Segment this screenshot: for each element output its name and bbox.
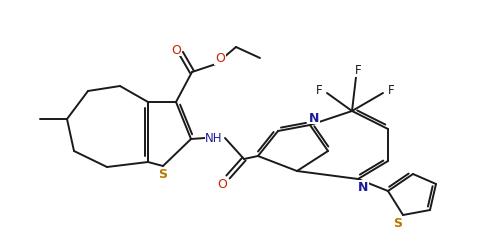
Text: N: N: [358, 181, 368, 194]
Text: O: O: [217, 178, 227, 191]
Text: S: S: [159, 168, 168, 181]
Text: NH: NH: [205, 132, 223, 145]
Text: N: N: [309, 111, 319, 124]
Text: F: F: [316, 84, 322, 97]
Text: O: O: [171, 43, 181, 56]
Text: F: F: [355, 64, 361, 77]
Text: O: O: [215, 52, 225, 65]
Text: S: S: [394, 217, 403, 230]
Text: F: F: [388, 84, 394, 97]
